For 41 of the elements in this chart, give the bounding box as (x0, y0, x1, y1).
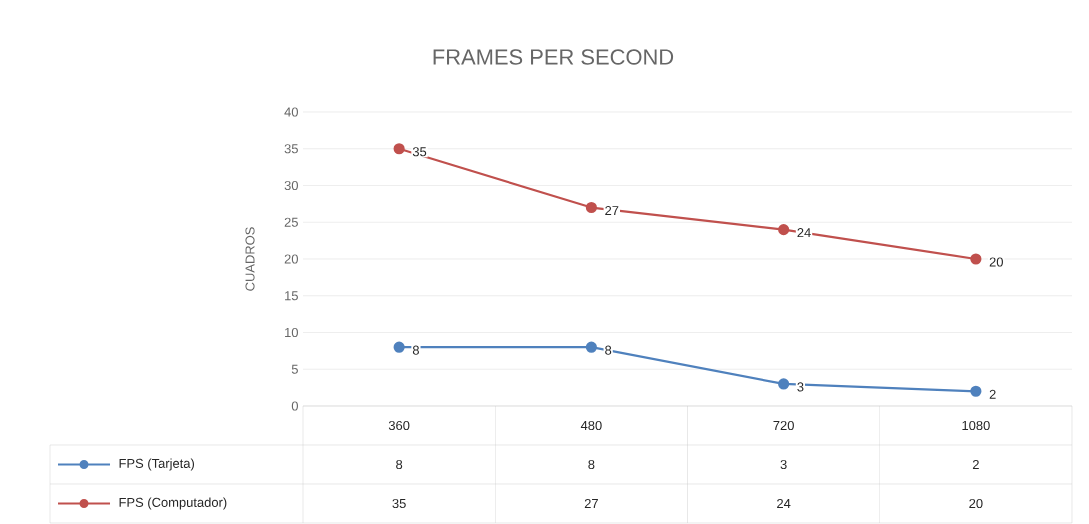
data-label: 2 (989, 389, 996, 399)
text: 2 (972, 459, 979, 470)
x-tick-label: 720 (773, 420, 794, 431)
data-label: 3 (797, 382, 804, 392)
x-tick-label: 1080 (962, 420, 990, 431)
text: 24 (777, 498, 791, 509)
data-label: 8 (605, 345, 612, 355)
legend-label: FPS (Computador) (119, 497, 227, 510)
point (970, 385, 982, 397)
text: 20 (969, 498, 983, 509)
y-tick-label: 35 (284, 144, 298, 154)
y-tick-label: 15 (285, 291, 298, 301)
chart-title: FRAMES PER SECOND (433, 49, 674, 65)
text: 27 (584, 498, 598, 509)
text: 35 (392, 498, 406, 509)
y-tick-label: 20 (284, 254, 298, 264)
data-label: 35 (412, 147, 427, 157)
y-axis-title: CUADROS (245, 227, 255, 291)
text: 8 (396, 459, 403, 470)
data-label: 20 (989, 257, 1003, 267)
y-tick-label: 0 (291, 401, 298, 411)
data-label: 8 (412, 345, 419, 355)
point (970, 253, 982, 265)
point (585, 341, 597, 353)
y-tick-label: 5 (291, 364, 298, 374)
point (585, 201, 597, 214)
data-label: 27 (605, 206, 619, 216)
x-tick-label: 480 (580, 420, 602, 431)
y-tick-label: 40 (284, 107, 298, 117)
text: 8 (588, 459, 595, 470)
y-tick-label: 25 (284, 217, 298, 227)
x-tick-label: 360 (388, 420, 410, 431)
legend-label: FPS (Tarjeta) (119, 458, 195, 471)
y-tick-label: 10 (285, 327, 298, 338)
point (393, 143, 405, 155)
point (778, 224, 790, 236)
point (778, 378, 790, 390)
point (393, 341, 405, 353)
y-tick-label: 30 (284, 180, 298, 191)
text: 3 (780, 459, 787, 470)
data-label: 24 (797, 228, 811, 238)
